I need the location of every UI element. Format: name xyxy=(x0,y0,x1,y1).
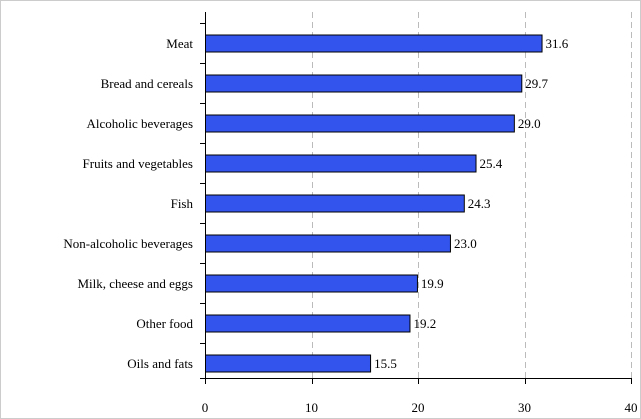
bar-4 xyxy=(205,194,465,213)
value-label-2: 29.0 xyxy=(518,116,541,131)
bar-3 xyxy=(205,154,477,173)
category-label-6: Milk, cheese and eggs xyxy=(77,276,193,291)
bars-group xyxy=(205,34,543,373)
x-tick-label-30: 30 xyxy=(518,400,531,415)
value-label-4: 24.3 xyxy=(468,196,491,211)
category-label-3: Fruits and vegetables xyxy=(83,156,193,171)
labels-group: Meat 31.6 Bread and cereals 29.7 Alcoholic b… xyxy=(63,36,637,415)
value-label-3: 25.4 xyxy=(480,156,503,171)
value-label-7: 19.2 xyxy=(413,316,436,331)
category-label-0: Meat xyxy=(166,36,193,51)
value-label-8: 15.5 xyxy=(374,356,397,371)
category-label-8: Oils and fats xyxy=(127,356,193,371)
x-tick-label-0: 0 xyxy=(202,400,209,415)
category-label-7: Other food xyxy=(136,316,193,331)
value-label-0: 31.6 xyxy=(546,36,569,51)
value-label-1: 29.7 xyxy=(525,76,548,91)
x-tick-label-10: 10 xyxy=(305,400,318,415)
category-label-5: Non-alcoholic beverages xyxy=(63,236,193,251)
axes-group xyxy=(200,12,632,384)
category-label-2: Alcoholic beverages xyxy=(87,116,193,131)
bar-1 xyxy=(205,74,523,93)
category-label-1: Bread and cereals xyxy=(101,76,193,91)
value-label-6: 19.9 xyxy=(421,276,444,291)
x-tick-label-40: 40 xyxy=(625,400,638,415)
bar-6 xyxy=(205,274,418,293)
x-tick-label-20: 20 xyxy=(412,400,425,415)
bar-5 xyxy=(205,234,451,253)
bar-7 xyxy=(205,314,411,333)
bar-0 xyxy=(205,34,543,53)
value-label-5: 23.0 xyxy=(454,236,477,251)
bar-8 xyxy=(205,354,372,373)
category-label-4: Fish xyxy=(171,196,194,211)
bar-2 xyxy=(205,114,515,133)
